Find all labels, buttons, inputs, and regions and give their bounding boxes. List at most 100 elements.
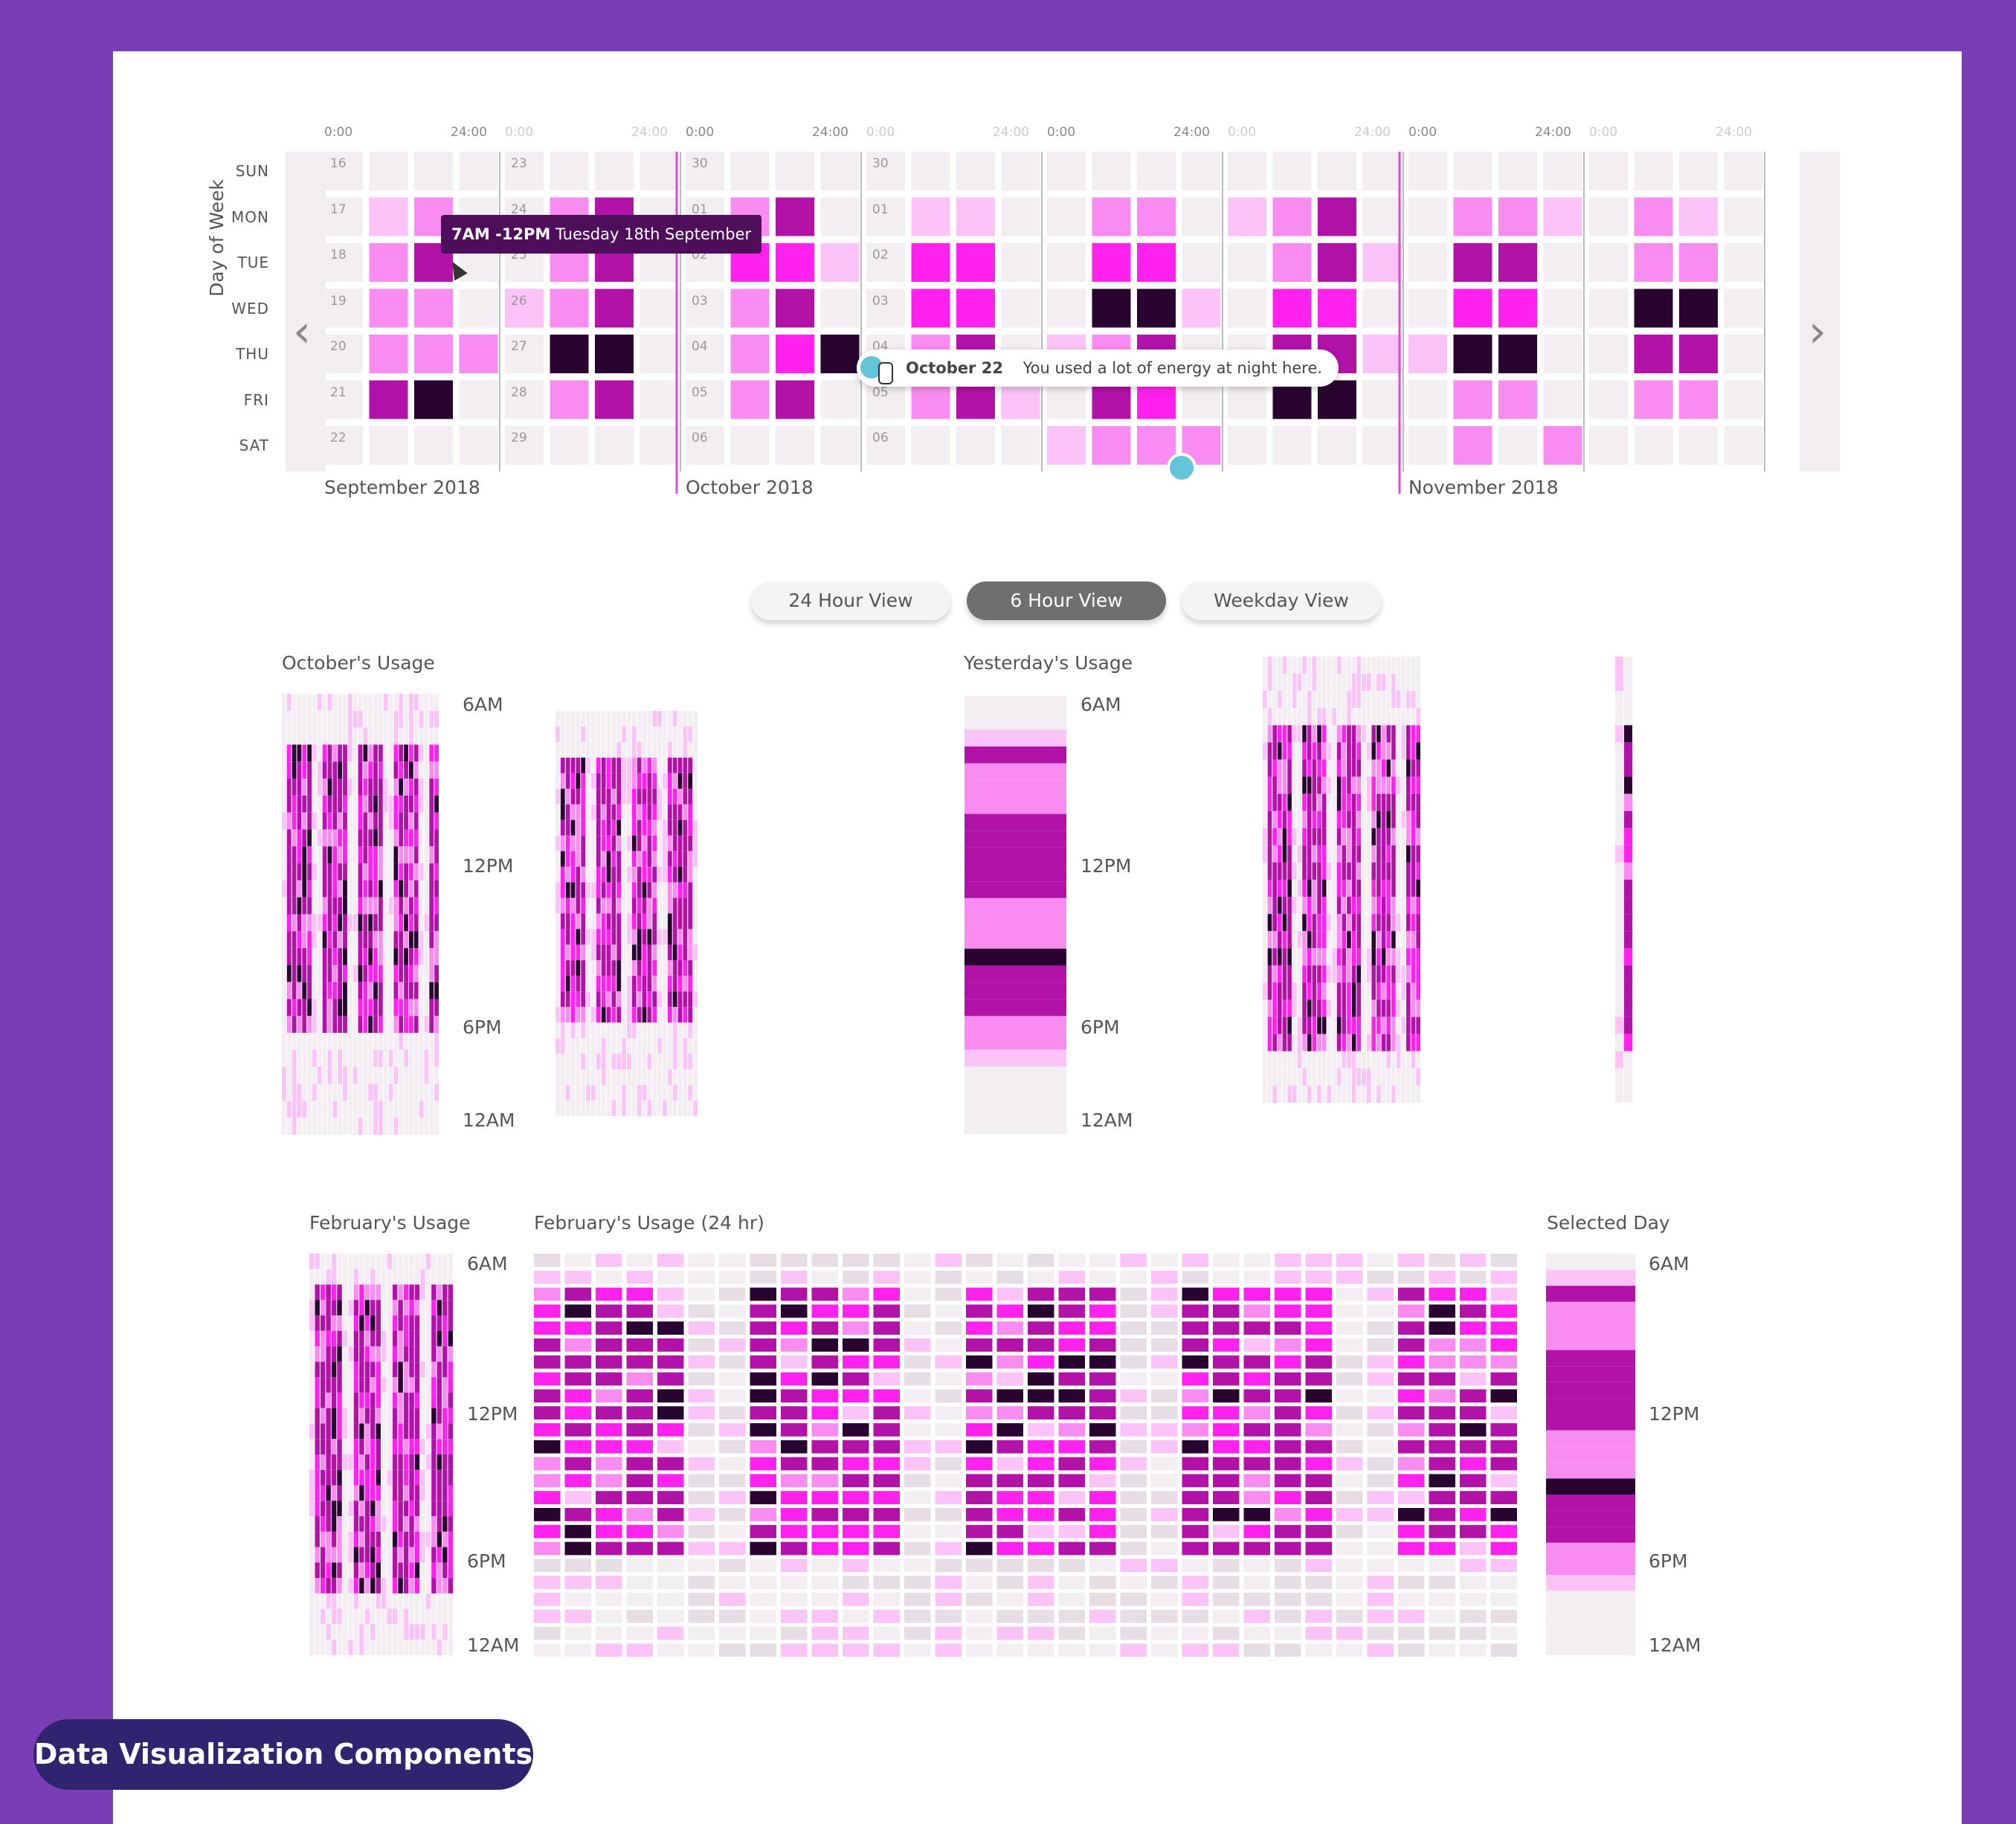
february-stripe — [309, 1423, 315, 1440]
february-stripe — [392, 1269, 398, 1285]
february-hour-cell — [904, 1389, 931, 1403]
weekday-stripe — [1371, 793, 1376, 811]
february-stripe — [337, 1485, 342, 1501]
october-stripe — [408, 779, 413, 796]
mini-stripe — [1615, 811, 1623, 828]
october-stripe — [434, 1016, 439, 1034]
usage-cell — [820, 380, 860, 419]
october-stripe — [343, 863, 347, 880]
october-stripe-alt — [601, 835, 606, 851]
weekday-stripe — [1327, 982, 1332, 1000]
february-hour-cell — [1490, 1559, 1517, 1573]
weekday-stripe — [1401, 759, 1406, 777]
february-hour-cell — [843, 1576, 869, 1589]
october-stripe — [282, 1083, 286, 1101]
chevron-right-icon[interactable]: › — [1809, 306, 1826, 358]
october-stripe — [282, 727, 286, 745]
february-stripe — [348, 1454, 353, 1470]
october-stripe-alt — [606, 819, 611, 836]
view-weekday-button[interactable]: Weekday View — [1182, 581, 1381, 620]
view-24-hour-button[interactable]: 24 Hour View — [751, 581, 950, 620]
weekday-stripe — [1312, 862, 1317, 880]
february-stripe — [409, 1469, 414, 1486]
february-hour-cell — [1151, 1593, 1178, 1606]
february-stripe — [348, 1439, 353, 1454]
october-stripe — [413, 1083, 419, 1101]
february-hour-cell — [1243, 1474, 1270, 1488]
february-stripe — [403, 1640, 409, 1655]
february-hour-cell — [935, 1440, 962, 1454]
october-stripe-alt — [688, 819, 693, 836]
chevron-left-icon[interactable]: ‹ — [293, 306, 311, 358]
october-stripe-alt — [586, 976, 590, 992]
february-hour-cell — [935, 1287, 962, 1301]
usage-cell — [1679, 197, 1718, 236]
february-hour-cell — [750, 1609, 776, 1623]
october-stripe — [292, 931, 297, 949]
february-stripe — [387, 1593, 392, 1609]
view-6-hour-button[interactable]: 6 Hour View — [967, 581, 1166, 620]
october-stripe — [388, 897, 393, 915]
day-marker[interactable] — [1167, 453, 1197, 483]
october-stripe-alt — [652, 804, 657, 820]
february-stripe — [437, 1439, 442, 1454]
october-stripe — [399, 829, 404, 847]
october-stripe-alt — [622, 944, 626, 961]
yesterday-band — [964, 1117, 1066, 1134]
october-stripe — [286, 1049, 292, 1067]
weekday-stripe — [1401, 691, 1406, 709]
february-hour-cell — [1182, 1576, 1208, 1589]
october-stripe — [292, 1049, 297, 1067]
october-stripe — [413, 948, 419, 965]
february-stripe — [448, 1315, 453, 1331]
weekday-stripe — [1401, 742, 1406, 760]
february-hour-cell — [781, 1457, 808, 1471]
february-stripe — [448, 1377, 453, 1393]
october-stripe — [312, 863, 317, 880]
usage-cell — [820, 335, 860, 373]
october-stripe-alt — [606, 1007, 611, 1023]
february-hour-cell — [657, 1389, 684, 1403]
february-stripe — [353, 1269, 359, 1285]
february-hour-cell — [1275, 1626, 1301, 1640]
weekday-stripe — [1406, 965, 1411, 983]
october-stripe-alt — [672, 929, 677, 945]
february-hour-cell — [1305, 1491, 1332, 1504]
february-stripe — [376, 1485, 381, 1501]
weekday-stripe — [1267, 691, 1272, 709]
february-stripe — [353, 1531, 359, 1547]
weekday-stripe — [1376, 793, 1381, 811]
october-stripe-alt — [688, 944, 693, 961]
october-stripe — [282, 964, 286, 982]
february-stripe — [337, 1640, 342, 1655]
february-hour-cell — [935, 1524, 962, 1538]
february-stripe — [331, 1330, 337, 1347]
february-stripe — [309, 1269, 315, 1285]
october-stripe — [317, 694, 322, 711]
october-stripe — [312, 694, 317, 711]
weekday-stripe — [1391, 793, 1396, 811]
october-stripe — [404, 694, 408, 711]
february-hour-cell — [1336, 1355, 1363, 1369]
february-hour-cell — [781, 1355, 808, 1369]
selected-6pm-label: 6PM — [1649, 1550, 1688, 1572]
february-stripe — [326, 1439, 331, 1454]
february-hour-cell — [1151, 1643, 1178, 1657]
weekday-stripe — [1391, 999, 1396, 1017]
february-stripe — [403, 1531, 409, 1547]
annotation-text: You used a lot of energy at night here. — [1023, 359, 1323, 377]
october-stripe — [413, 710, 419, 728]
date-label: 20 — [330, 339, 347, 354]
hour-start-label: 0:00 — [686, 125, 715, 140]
february-hour-cell — [1089, 1270, 1116, 1284]
october-stripe — [302, 795, 307, 813]
weekday-stripe — [1416, 845, 1420, 863]
february-hour-cell — [1120, 1474, 1147, 1488]
february-hour-cell — [1058, 1355, 1085, 1369]
october-stripe — [312, 812, 317, 830]
weekday-stripe — [1391, 759, 1396, 777]
october-stripe-alt — [657, 913, 662, 929]
weekday-stripe — [1376, 1085, 1381, 1103]
october-stripe-alt — [672, 1038, 677, 1054]
october-stripe — [368, 964, 373, 982]
